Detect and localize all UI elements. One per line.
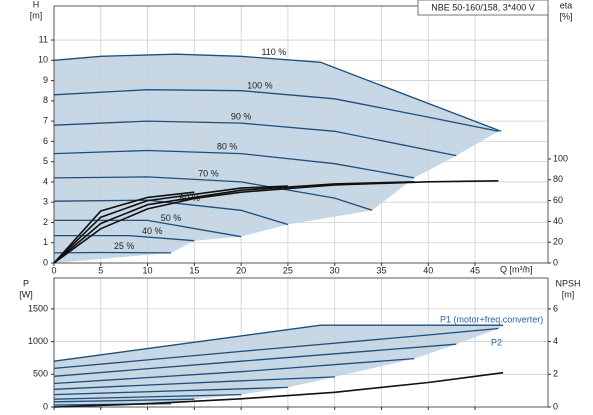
y-tick-label: 1500	[28, 303, 48, 313]
curve	[53, 393, 242, 400]
title-box	[417, 0, 549, 16]
x-tick-label: 35	[376, 265, 386, 275]
y-tick-label: 1	[43, 237, 48, 247]
y2-tick-label: 6	[553, 303, 558, 313]
curve	[53, 89, 499, 132]
curve	[53, 343, 457, 377]
curve-label: 70 %	[198, 169, 219, 179]
y-tick-label: 8	[43, 95, 48, 105]
x-tick-label: 0	[51, 265, 56, 275]
y2-tick-label: 40	[553, 216, 563, 226]
curve	[53, 327, 499, 370]
curve	[53, 185, 288, 264]
y-tick-label: 5	[43, 156, 48, 166]
curve	[53, 191, 195, 264]
y2-label: eta	[560, 0, 573, 10]
plot-frame	[53, 277, 549, 408]
x-label: Q [m³/h]	[500, 264, 533, 274]
annotation: P2	[491, 337, 502, 347]
x-tick-label: 15	[189, 265, 199, 275]
plot-frame	[53, 5, 549, 264]
y-tick-label: 3	[43, 197, 48, 207]
y2-tick-label: 60	[553, 195, 563, 205]
y-tick-label: 0	[43, 401, 48, 411]
y2-tick-label: 4	[553, 336, 558, 346]
y-tick-label: 0	[43, 257, 48, 267]
curve	[53, 149, 415, 179]
annotation: P1 (motor+freq.converter)	[440, 314, 543, 324]
chart-title: NBE 50-160/158, 3*400 V	[431, 2, 535, 12]
y2-tick-label: 20	[553, 237, 563, 247]
curve-label: 110 %	[261, 47, 286, 57]
y-tick-label: 9	[43, 75, 48, 85]
y2-tick-label: 100	[553, 153, 568, 163]
x-tick-label: 45	[470, 265, 480, 275]
x-tick-label: 5	[98, 265, 103, 275]
x-tick-label: 25	[283, 265, 293, 275]
curve	[53, 181, 415, 264]
curve-label: 80 %	[217, 141, 238, 151]
y2-tick-label: 80	[553, 174, 563, 184]
y2-tick-label: 2	[553, 369, 558, 379]
x-tick-label: 10	[143, 265, 153, 275]
curve-label: 40 %	[142, 226, 163, 236]
curve	[53, 176, 373, 211]
curve-label: 90 %	[231, 112, 252, 122]
curve	[53, 357, 415, 385]
y2-tick-label: 0	[553, 257, 558, 267]
curve	[53, 398, 195, 403]
y-tick-label: 10	[38, 55, 48, 65]
operating-area	[54, 54, 502, 263]
curve	[53, 386, 288, 396]
y-unit: [W]	[19, 289, 33, 299]
curve-label: 100 %	[247, 81, 273, 91]
curve	[54, 219, 242, 238]
y-label: H	[33, 0, 40, 9]
y-unit: [m]	[30, 10, 43, 20]
curve	[53, 53, 502, 132]
curve-label: 25 %	[114, 241, 135, 251]
y2-unit: [%]	[559, 11, 572, 21]
x-tick-label: 30	[330, 265, 340, 275]
x-tick-label: 40	[423, 265, 433, 275]
curve	[53, 120, 457, 157]
curve	[53, 371, 504, 408]
operating-area	[54, 325, 504, 407]
y-label: P	[23, 278, 29, 288]
curve-label: 50 %	[161, 213, 182, 223]
y-tick-label: 4	[43, 176, 48, 186]
y-tick-label: 1000	[28, 336, 48, 346]
curve	[53, 324, 504, 362]
y2-unit: [m]	[562, 289, 575, 299]
curve	[53, 376, 335, 390]
y-tick-label: 11	[39, 34, 48, 44]
x-tick-label: 20	[236, 265, 246, 275]
y-tick-label: 500	[33, 369, 48, 379]
y-tick-label: 2	[43, 217, 48, 227]
y2-tick-label: 0	[553, 401, 558, 411]
y-tick-label: 7	[43, 115, 48, 125]
curve	[53, 199, 289, 226]
y2-label: NPSH	[555, 278, 580, 288]
y-tick-label: 6	[43, 136, 48, 146]
